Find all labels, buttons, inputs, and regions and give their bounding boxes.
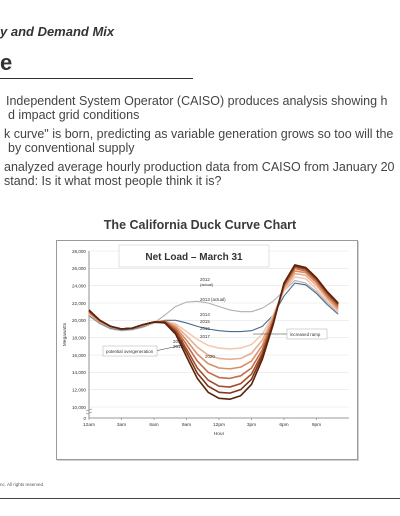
y-tick-label: 12,000 — [72, 387, 86, 392]
x-tick-label: 6pm — [279, 422, 288, 428]
series-label: 2016 — [200, 326, 210, 331]
y-tick-label: 18,000 — [72, 335, 86, 340]
series-line — [88, 282, 339, 333]
series-label: 2015 — [200, 319, 210, 324]
y-tick-label: 10,000 — [72, 405, 86, 410]
overgeneration-label: potential overgeneration — [106, 349, 154, 354]
y-axis-break — [85, 408, 93, 415]
y-tick-label: 14,000 — [72, 370, 86, 375]
duck-curve-chart: 0 10,000 12,000 14,000 16,000 18,000 20,000 22,… — [56, 240, 358, 460]
chart-caption: The California Duck Curve Chart — [103, 218, 297, 232]
bullet-line-1: Independent System Operator (CAISO) prod… — [6, 94, 388, 108]
x-axis-label: Hour — [214, 431, 225, 437]
bullet-line-6: stand: Is it what most people think it i… — [4, 174, 222, 188]
x-tick-label: 12pm — [213, 422, 225, 428]
x-tick-label: 12am — [83, 422, 95, 428]
y-tick-label: 26,000 — [72, 266, 86, 271]
x-tick-label: 6am — [149, 422, 158, 428]
chart-svg: 0 10,000 12,000 14,000 16,000 18,000 20,000 22,… — [62, 244, 349, 437]
section-kicker: y and Demand Mix — [0, 24, 115, 39]
increased-ramp-box — [286, 328, 328, 340]
series-label: 2017 — [200, 334, 210, 339]
x-tick-label: 3pm — [247, 422, 256, 428]
series-label: 2020 — [205, 354, 215, 359]
x-tick-label: 3am — [117, 422, 126, 428]
series-line — [88, 279, 339, 332]
series-label: 2013 (actual) — [200, 297, 226, 302]
y-tick-label: 0 — [83, 416, 86, 421]
y-tick-label: 24,000 — [72, 283, 86, 288]
x-tick-label: 9pm — [312, 422, 321, 428]
title-underline — [0, 78, 193, 79]
series-line — [88, 264, 339, 400]
overgeneration-leader — [154, 344, 184, 352]
bullet-line-5: analyzed average hourly production data … — [4, 160, 395, 174]
y-tick-label: 28,000 — [72, 249, 86, 254]
slide-title: e — [0, 50, 13, 75]
series-label: 2014 — [200, 312, 210, 317]
series-label: 2019 — [173, 344, 183, 349]
bullet-line-3: k curve" is born, predicting as variable… — [4, 127, 394, 141]
overgeneration-box — [102, 345, 158, 357]
bullet-line-4: by conventional supply — [8, 141, 135, 155]
series-label: 2018 — [173, 339, 183, 344]
chart-title: Net Load – March 31 — [145, 252, 243, 263]
y-tick-label: 22,000 — [72, 301, 86, 306]
y-axis-label: Megawatts — [62, 322, 68, 346]
chart-title-box — [118, 244, 270, 268]
series-line — [88, 267, 339, 380]
bullet-line-2: d impact grid conditions — [8, 108, 140, 122]
footer-rule — [0, 498, 400, 499]
x-tick-label: 9am — [182, 422, 191, 428]
series-label: 2012 — [200, 277, 210, 282]
increased-ramp-label: increased ramp — [290, 332, 321, 337]
footer-copyright: nc. All rights reserved. — [0, 482, 45, 487]
y-tick-label: 20,000 — [72, 318, 86, 323]
series-label: (actual) — [200, 282, 214, 287]
y-tick-label: 16,000 — [72, 353, 86, 358]
series-line — [88, 265, 339, 388]
